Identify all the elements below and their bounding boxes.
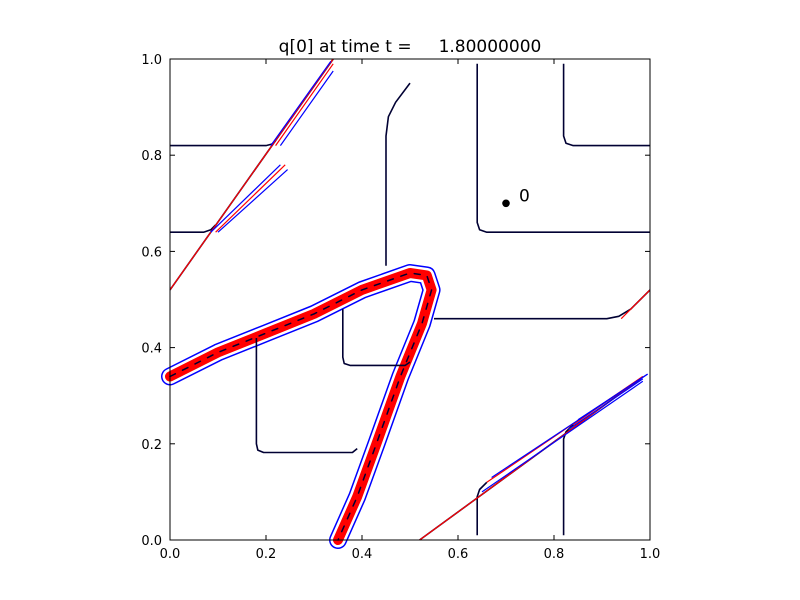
contour-line-blue bbox=[577, 373, 648, 421]
contour-line-red bbox=[169, 58, 334, 291]
contour-line-dark bbox=[562, 63, 650, 147]
y-tick-label: 0.0 bbox=[141, 534, 162, 549]
contour-line-dark bbox=[476, 63, 650, 233]
chart-title: q[0] at time t = 1.80000000 bbox=[279, 37, 542, 57]
contour-line-blue bbox=[568, 378, 644, 430]
y-tick-label: 0.2 bbox=[141, 438, 162, 453]
contour-line-blue bbox=[210, 164, 281, 233]
point-label: 0 bbox=[519, 186, 530, 206]
plot-area: 0 bbox=[161, 58, 651, 549]
plot-frame bbox=[169, 58, 651, 541]
point-marker bbox=[502, 199, 510, 208]
x-tick-label: 0.8 bbox=[544, 547, 565, 562]
y-tick-label: 0.6 bbox=[141, 245, 162, 260]
contour-line-blue bbox=[217, 169, 289, 233]
y-tick-label: 0.8 bbox=[141, 149, 162, 164]
x-tick-label: 0.2 bbox=[256, 547, 277, 562]
x-axis: 0.0 0.2 0.4 0.6 0.8 1.0 bbox=[160, 59, 661, 562]
plot-background bbox=[170, 59, 650, 540]
contour-line-red bbox=[215, 164, 286, 233]
contour-layer bbox=[161, 58, 651, 549]
contour-line-dark bbox=[255, 338, 358, 454]
x-tick-label: 0.6 bbox=[448, 547, 469, 562]
band-fill-red bbox=[165, 268, 437, 545]
x-tick-label: 1.0 bbox=[640, 547, 661, 562]
contour-line-blue bbox=[279, 70, 334, 146]
y-tick-label: 1.0 bbox=[141, 53, 162, 68]
contour-line-red bbox=[275, 63, 334, 146]
contour-line-dark bbox=[342, 309, 411, 367]
x-tick-label: 0.0 bbox=[160, 547, 181, 562]
y-axis: 0.0 0.2 0.4 0.6 0.8 1.0 bbox=[141, 53, 650, 549]
contour-line-red bbox=[620, 289, 651, 320]
contour-line-blue bbox=[270, 61, 332, 146]
marker-layer: 0 bbox=[502, 186, 530, 208]
y-tick-label: 0.4 bbox=[141, 342, 162, 357]
contour-line-blue bbox=[481, 380, 644, 493]
x-tick-label: 0.4 bbox=[352, 547, 373, 562]
contour-line-dark bbox=[385, 82, 411, 266]
contour-line-dark bbox=[476, 481, 488, 536]
contour-line-dark bbox=[170, 224, 217, 233]
